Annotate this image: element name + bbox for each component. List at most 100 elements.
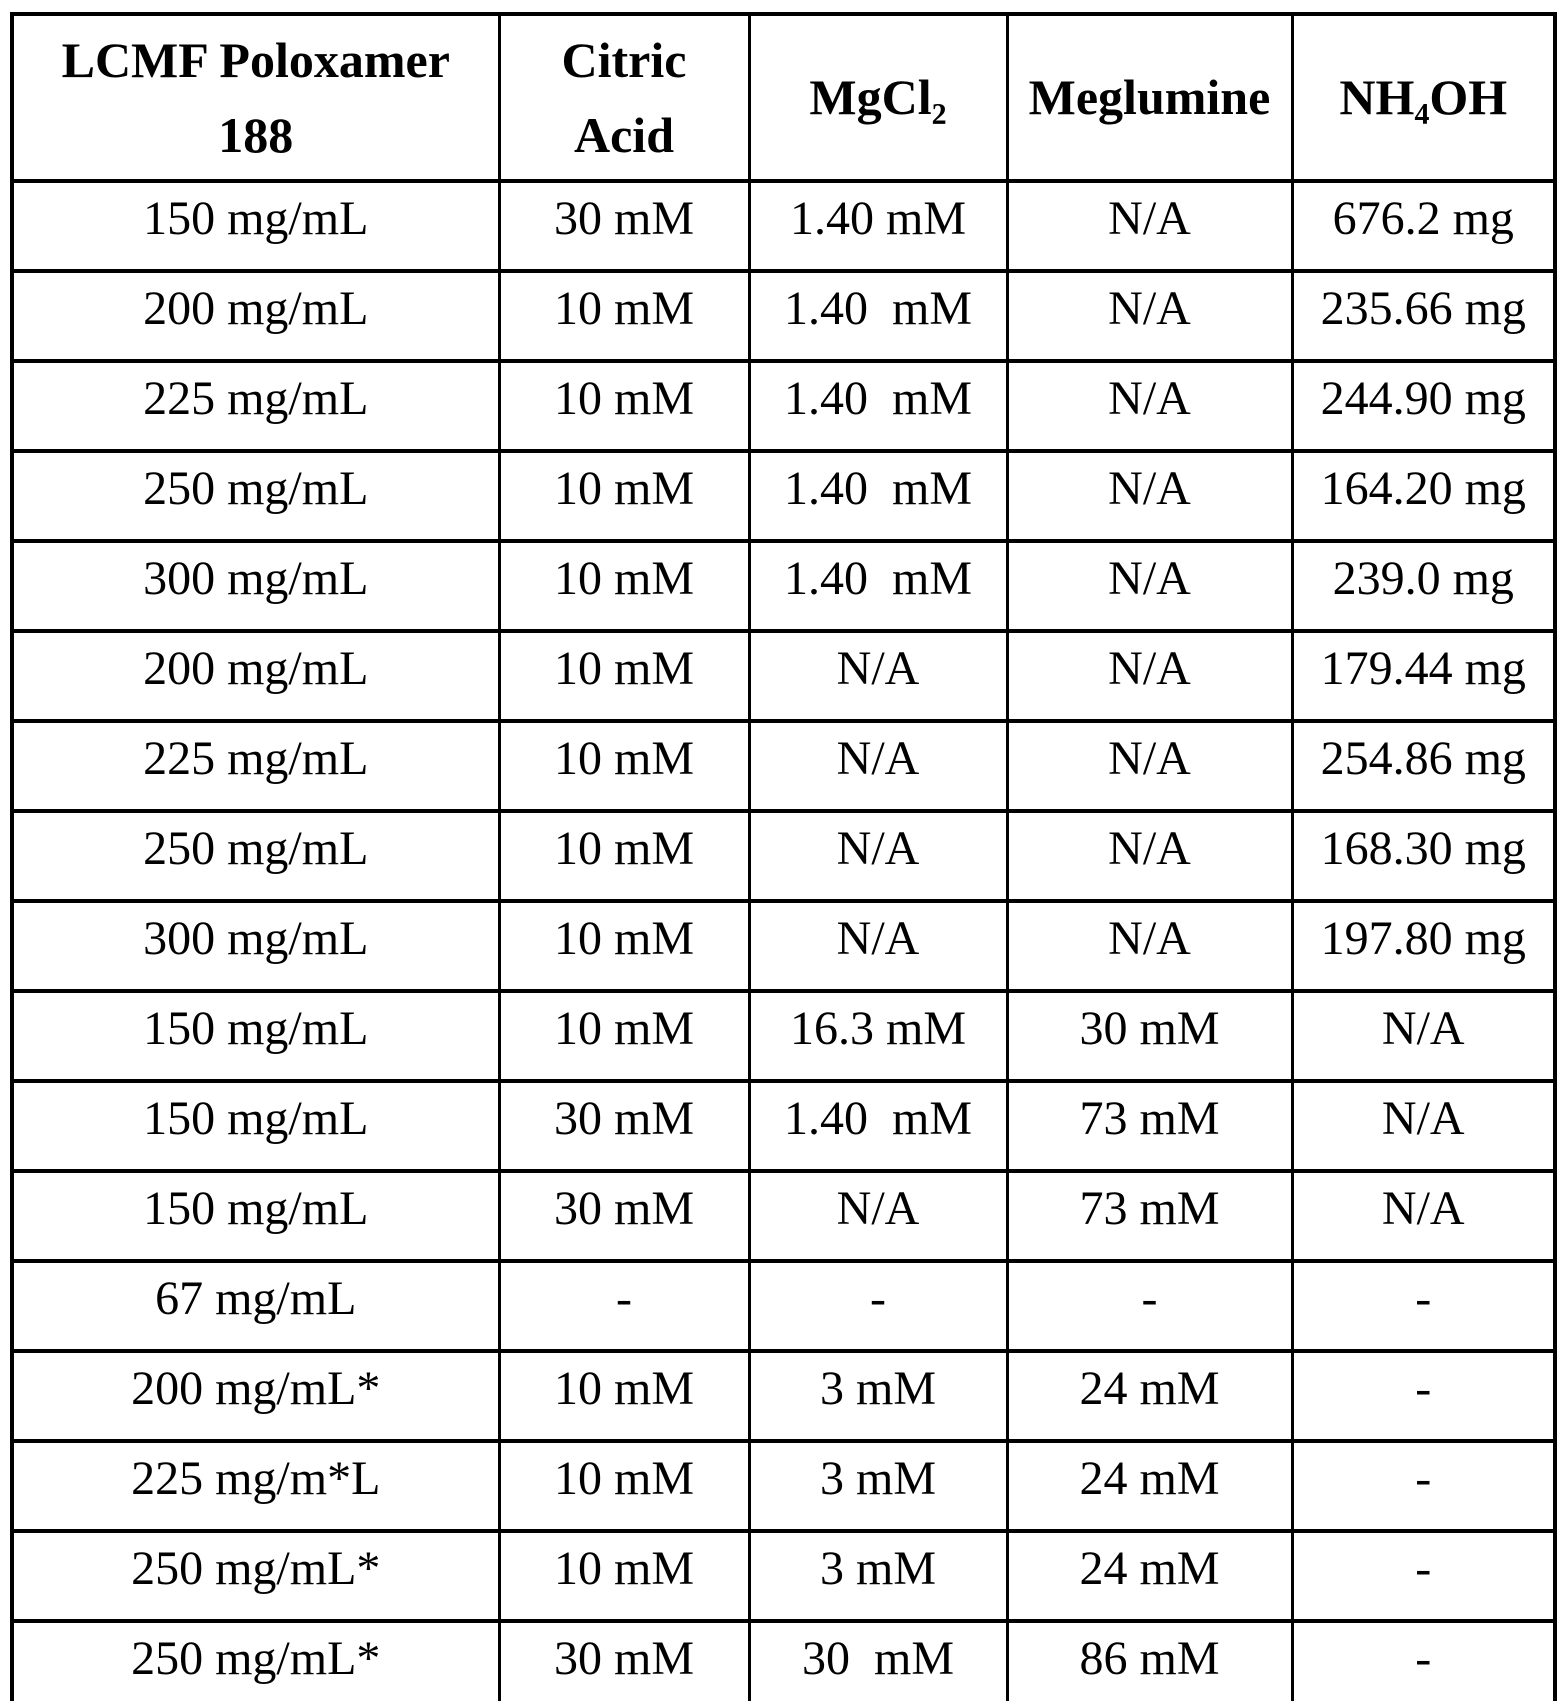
table-cell: 3 mM xyxy=(747,1439,1009,1533)
table-cell: 250 mg/mL* xyxy=(10,1529,501,1623)
table-cell: 150 mg/mL xyxy=(10,989,501,1083)
table-row: 150 mg/mL 30 mM N/A 73 mM N/A xyxy=(10,1169,1557,1263)
table-cell: 24 mM xyxy=(1005,1529,1294,1623)
table-cell: 10 mM xyxy=(497,719,751,813)
table-cell: 150 mg/mL xyxy=(10,179,501,273)
table-cell: 250 mg/mL* xyxy=(10,1619,501,1701)
table-cell: 24 mM xyxy=(1005,1439,1294,1533)
formulation-table: LCMF Poloxamer 188 Citric Acid MgCl₂ Meg… xyxy=(10,12,1557,1701)
table-cell: 10 mM xyxy=(497,989,751,1083)
table-cell: 200 mg/mL* xyxy=(10,1349,501,1443)
table-cell: 10 mM xyxy=(497,539,751,633)
table-row: 225 mg/mL 10 mM 1.40 mM N/A 244.90 mg xyxy=(10,359,1557,453)
table-cell: 3 mM xyxy=(747,1529,1009,1623)
table-row: 150 mg/mL 10 mM 16.3 mM 30 mM N/A xyxy=(10,989,1557,1083)
table-cell: 30 mM xyxy=(497,179,751,273)
table-cell: 86 mM xyxy=(1005,1619,1294,1701)
table-cell: 225 mg/mL xyxy=(10,719,501,813)
table-cell: N/A xyxy=(1290,1079,1557,1173)
table-cell: - xyxy=(1290,1439,1557,1533)
table-row: 250 mg/mL 10 mM N/A N/A 168.30 mg xyxy=(10,809,1557,903)
table-row: 225 mg/mL 10 mM N/A N/A 254.86 mg xyxy=(10,719,1557,813)
table-cell: 150 mg/mL xyxy=(10,1169,501,1263)
table-cell: 225 mg/mL xyxy=(10,359,501,453)
table-row: 250 mg/mL 10 mM 1.40 mM N/A 164.20 mg xyxy=(10,449,1557,543)
table-cell: N/A xyxy=(747,899,1009,993)
table-cell: 239.0 mg xyxy=(1290,539,1557,633)
table-row: 200 mg/mL* 10 mM 3 mM 24 mM - xyxy=(10,1349,1557,1443)
table-cell: 10 mM xyxy=(497,1349,751,1443)
header-meglumine: Meglumine xyxy=(1005,12,1294,183)
table-cell: 10 mM xyxy=(497,449,751,543)
table-cell: 164.20 mg xyxy=(1290,449,1557,543)
table-cell: 1.40 mM xyxy=(747,1079,1009,1173)
table-cell: 250 mg/mL xyxy=(10,449,501,543)
table-cell: N/A xyxy=(747,1169,1009,1263)
table-cell: 676.2 mg xyxy=(1290,179,1557,273)
table-cell: 200 mg/mL xyxy=(10,629,501,723)
table-cell: - xyxy=(747,1259,1009,1353)
table-row: 150 mg/mL 30 mM 1.40 mM 73 mM N/A xyxy=(10,1079,1557,1173)
table-cell: N/A xyxy=(747,809,1009,903)
table-cell: 30 mM xyxy=(497,1079,751,1173)
table-cell: 3 mM xyxy=(747,1349,1009,1443)
table-cell: 1.40 mM xyxy=(747,269,1009,363)
table-cell: N/A xyxy=(1290,989,1557,1083)
table-cell: N/A xyxy=(747,719,1009,813)
table-cell: - xyxy=(1290,1349,1557,1443)
table-cell: N/A xyxy=(1005,899,1294,993)
table-cell: 30 mM xyxy=(497,1169,751,1263)
table-cell: - xyxy=(497,1259,751,1353)
table-cell: 30 mM xyxy=(747,1619,1009,1701)
table-cell: - xyxy=(1005,1259,1294,1353)
table-cell: 10 mM xyxy=(497,269,751,363)
table-cell: 300 mg/mL xyxy=(10,539,501,633)
table-cell: 10 mM xyxy=(497,1529,751,1623)
table-cell: - xyxy=(1290,1259,1557,1353)
table-cell: 67 mg/mL xyxy=(10,1259,501,1353)
table-cell: N/A xyxy=(1005,809,1294,903)
table-cell: 10 mM xyxy=(497,809,751,903)
table-cell: N/A xyxy=(747,629,1009,723)
table-cell: 300 mg/mL xyxy=(10,899,501,993)
table-cell: 16.3 mM xyxy=(747,989,1009,1083)
table-cell: 250 mg/mL xyxy=(10,809,501,903)
table-row: 225 mg/m*L 10 mM 3 mM 24 mM - xyxy=(10,1439,1557,1533)
table-row: 250 mg/mL* 30 mM 30 mM 86 mM - xyxy=(10,1619,1557,1701)
table-row: 200 mg/mL 10 mM 1.40 mM N/A 235.66 mg xyxy=(10,269,1557,363)
table-cell: 235.66 mg xyxy=(1290,269,1557,363)
table-cell: 1.40 mM xyxy=(747,179,1009,273)
table-cell: 30 mM xyxy=(1005,989,1294,1083)
table-cell: 10 mM xyxy=(497,359,751,453)
table-cell: 1.40 mM xyxy=(747,359,1009,453)
table-cell: 179.44 mg xyxy=(1290,629,1557,723)
table-cell: 1.40 mM xyxy=(747,539,1009,633)
table-cell: - xyxy=(1290,1529,1557,1623)
table-cell: 244.90 mg xyxy=(1290,359,1557,453)
table-row: 300 mg/mL 10 mM 1.40 mM N/A 239.0 mg xyxy=(10,539,1557,633)
header-row: LCMF Poloxamer 188 Citric Acid MgCl₂ Meg… xyxy=(10,12,1557,183)
table-cell: N/A xyxy=(1290,1169,1557,1263)
table-cell: 10 mM xyxy=(497,1439,751,1533)
table-row: 150 mg/mL 30 mM 1.40 mM N/A 676.2 mg xyxy=(10,179,1557,273)
table-cell: N/A xyxy=(1005,629,1294,723)
table-row: 300 mg/mL 10 mM N/A N/A 197.80 mg xyxy=(10,899,1557,993)
table-cell: N/A xyxy=(1005,719,1294,813)
table-cell: N/A xyxy=(1005,179,1294,273)
table-cell: 10 mM xyxy=(497,629,751,723)
table-cell: N/A xyxy=(1005,449,1294,543)
table-cell: 24 mM xyxy=(1005,1349,1294,1443)
table-cell: 254.86 mg xyxy=(1290,719,1557,813)
table-cell: 30 mM xyxy=(497,1619,751,1701)
header-mgcl2: MgCl₂ xyxy=(747,12,1009,183)
table-cell: 225 mg/m*L xyxy=(10,1439,501,1533)
table-cell: 10 mM xyxy=(497,899,751,993)
table-row: 67 mg/mL - - - - xyxy=(10,1259,1557,1353)
table-cell: N/A xyxy=(1005,359,1294,453)
table-cell: 73 mM xyxy=(1005,1169,1294,1263)
table-row: 250 mg/mL* 10 mM 3 mM 24 mM - xyxy=(10,1529,1557,1623)
table-cell: 197.80 mg xyxy=(1290,899,1557,993)
header-lcmf-poloxamer-188: LCMF Poloxamer 188 xyxy=(10,12,501,183)
table-cell: 200 mg/mL xyxy=(10,269,501,363)
